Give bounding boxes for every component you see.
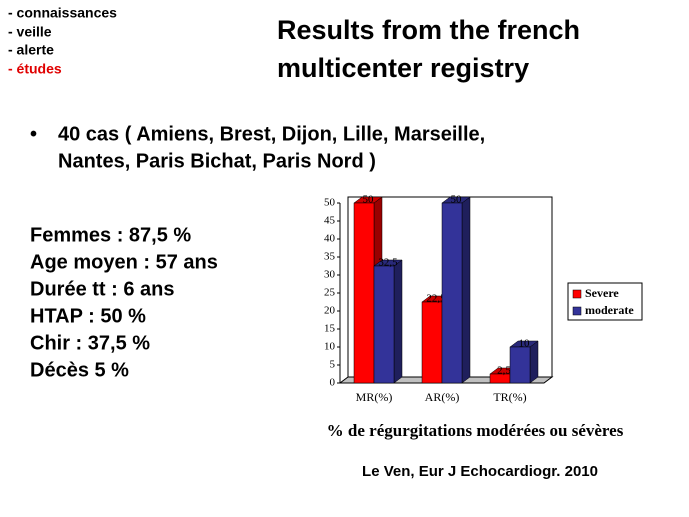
legend-label: moderate <box>585 303 634 317</box>
legend-swatch <box>572 306 582 316</box>
value-label: 50 <box>451 194 463 206</box>
legend-label: Severe <box>585 286 619 300</box>
value-label: 50 <box>363 194 375 206</box>
stat: Femmes : 87,5 % <box>30 224 191 246</box>
stat: Chir : 37,5 % <box>30 332 150 354</box>
y-tick-label: 45 <box>324 215 336 227</box>
menu-item: - connaissances <box>8 5 117 21</box>
menu-item: - alerte <box>8 42 54 58</box>
y-tick-label: 30 <box>324 269 336 281</box>
legend-swatch <box>572 289 582 299</box>
bar-side <box>461 196 471 384</box>
y-tick-label: 25 <box>324 287 336 299</box>
y-tick-label: 20 <box>324 305 336 317</box>
y-tick-label: 35 <box>324 251 336 263</box>
bullet-text: 40 cas ( Amiens, Brest, Dijon, Lille, Ma… <box>58 123 485 145</box>
bar-side <box>529 340 539 384</box>
bar <box>441 202 463 384</box>
y-tick-label: 0 <box>330 377 336 389</box>
bullet-dot: • <box>30 123 37 145</box>
bar <box>373 265 395 384</box>
title: multicenter registry <box>277 53 529 83</box>
stat: HTAP : 50 % <box>30 305 146 327</box>
stat: Durée tt : 6 ans <box>30 278 174 300</box>
value-label: 10 <box>519 338 531 350</box>
y-tick-label: 40 <box>324 233 336 245</box>
menu-item: - études <box>8 61 62 77</box>
value-label: 22,5 <box>426 293 446 305</box>
x-axis-label: % de régurgitations modérées ou sévères <box>327 421 624 440</box>
bar-side <box>393 259 403 384</box>
x-tick-label: AR(%) <box>425 390 460 404</box>
bar <box>353 202 375 384</box>
x-tick-label: TR(%) <box>493 390 526 404</box>
stat: Décès 5 % <box>30 359 129 381</box>
x-tick-label: MR(%) <box>356 390 393 404</box>
stat: Age moyen : 57 ans <box>30 251 218 273</box>
title: Results from the french <box>277 15 580 45</box>
bullet-text: Nantes, Paris Bichat, Paris Nord ) <box>58 150 376 172</box>
y-tick-label: 50 <box>324 197 336 209</box>
y-tick-label: 10 <box>324 341 336 353</box>
y-tick-label: 5 <box>330 359 336 371</box>
citation: Le Ven, Eur J Echocardiogr. 2010 <box>362 463 598 480</box>
bar <box>421 301 443 384</box>
bar <box>509 346 531 384</box>
y-tick-label: 15 <box>324 323 336 335</box>
value-label: 32,5 <box>378 257 398 269</box>
value-label: 2,5 <box>497 365 511 377</box>
menu-item: - veille <box>8 24 52 40</box>
